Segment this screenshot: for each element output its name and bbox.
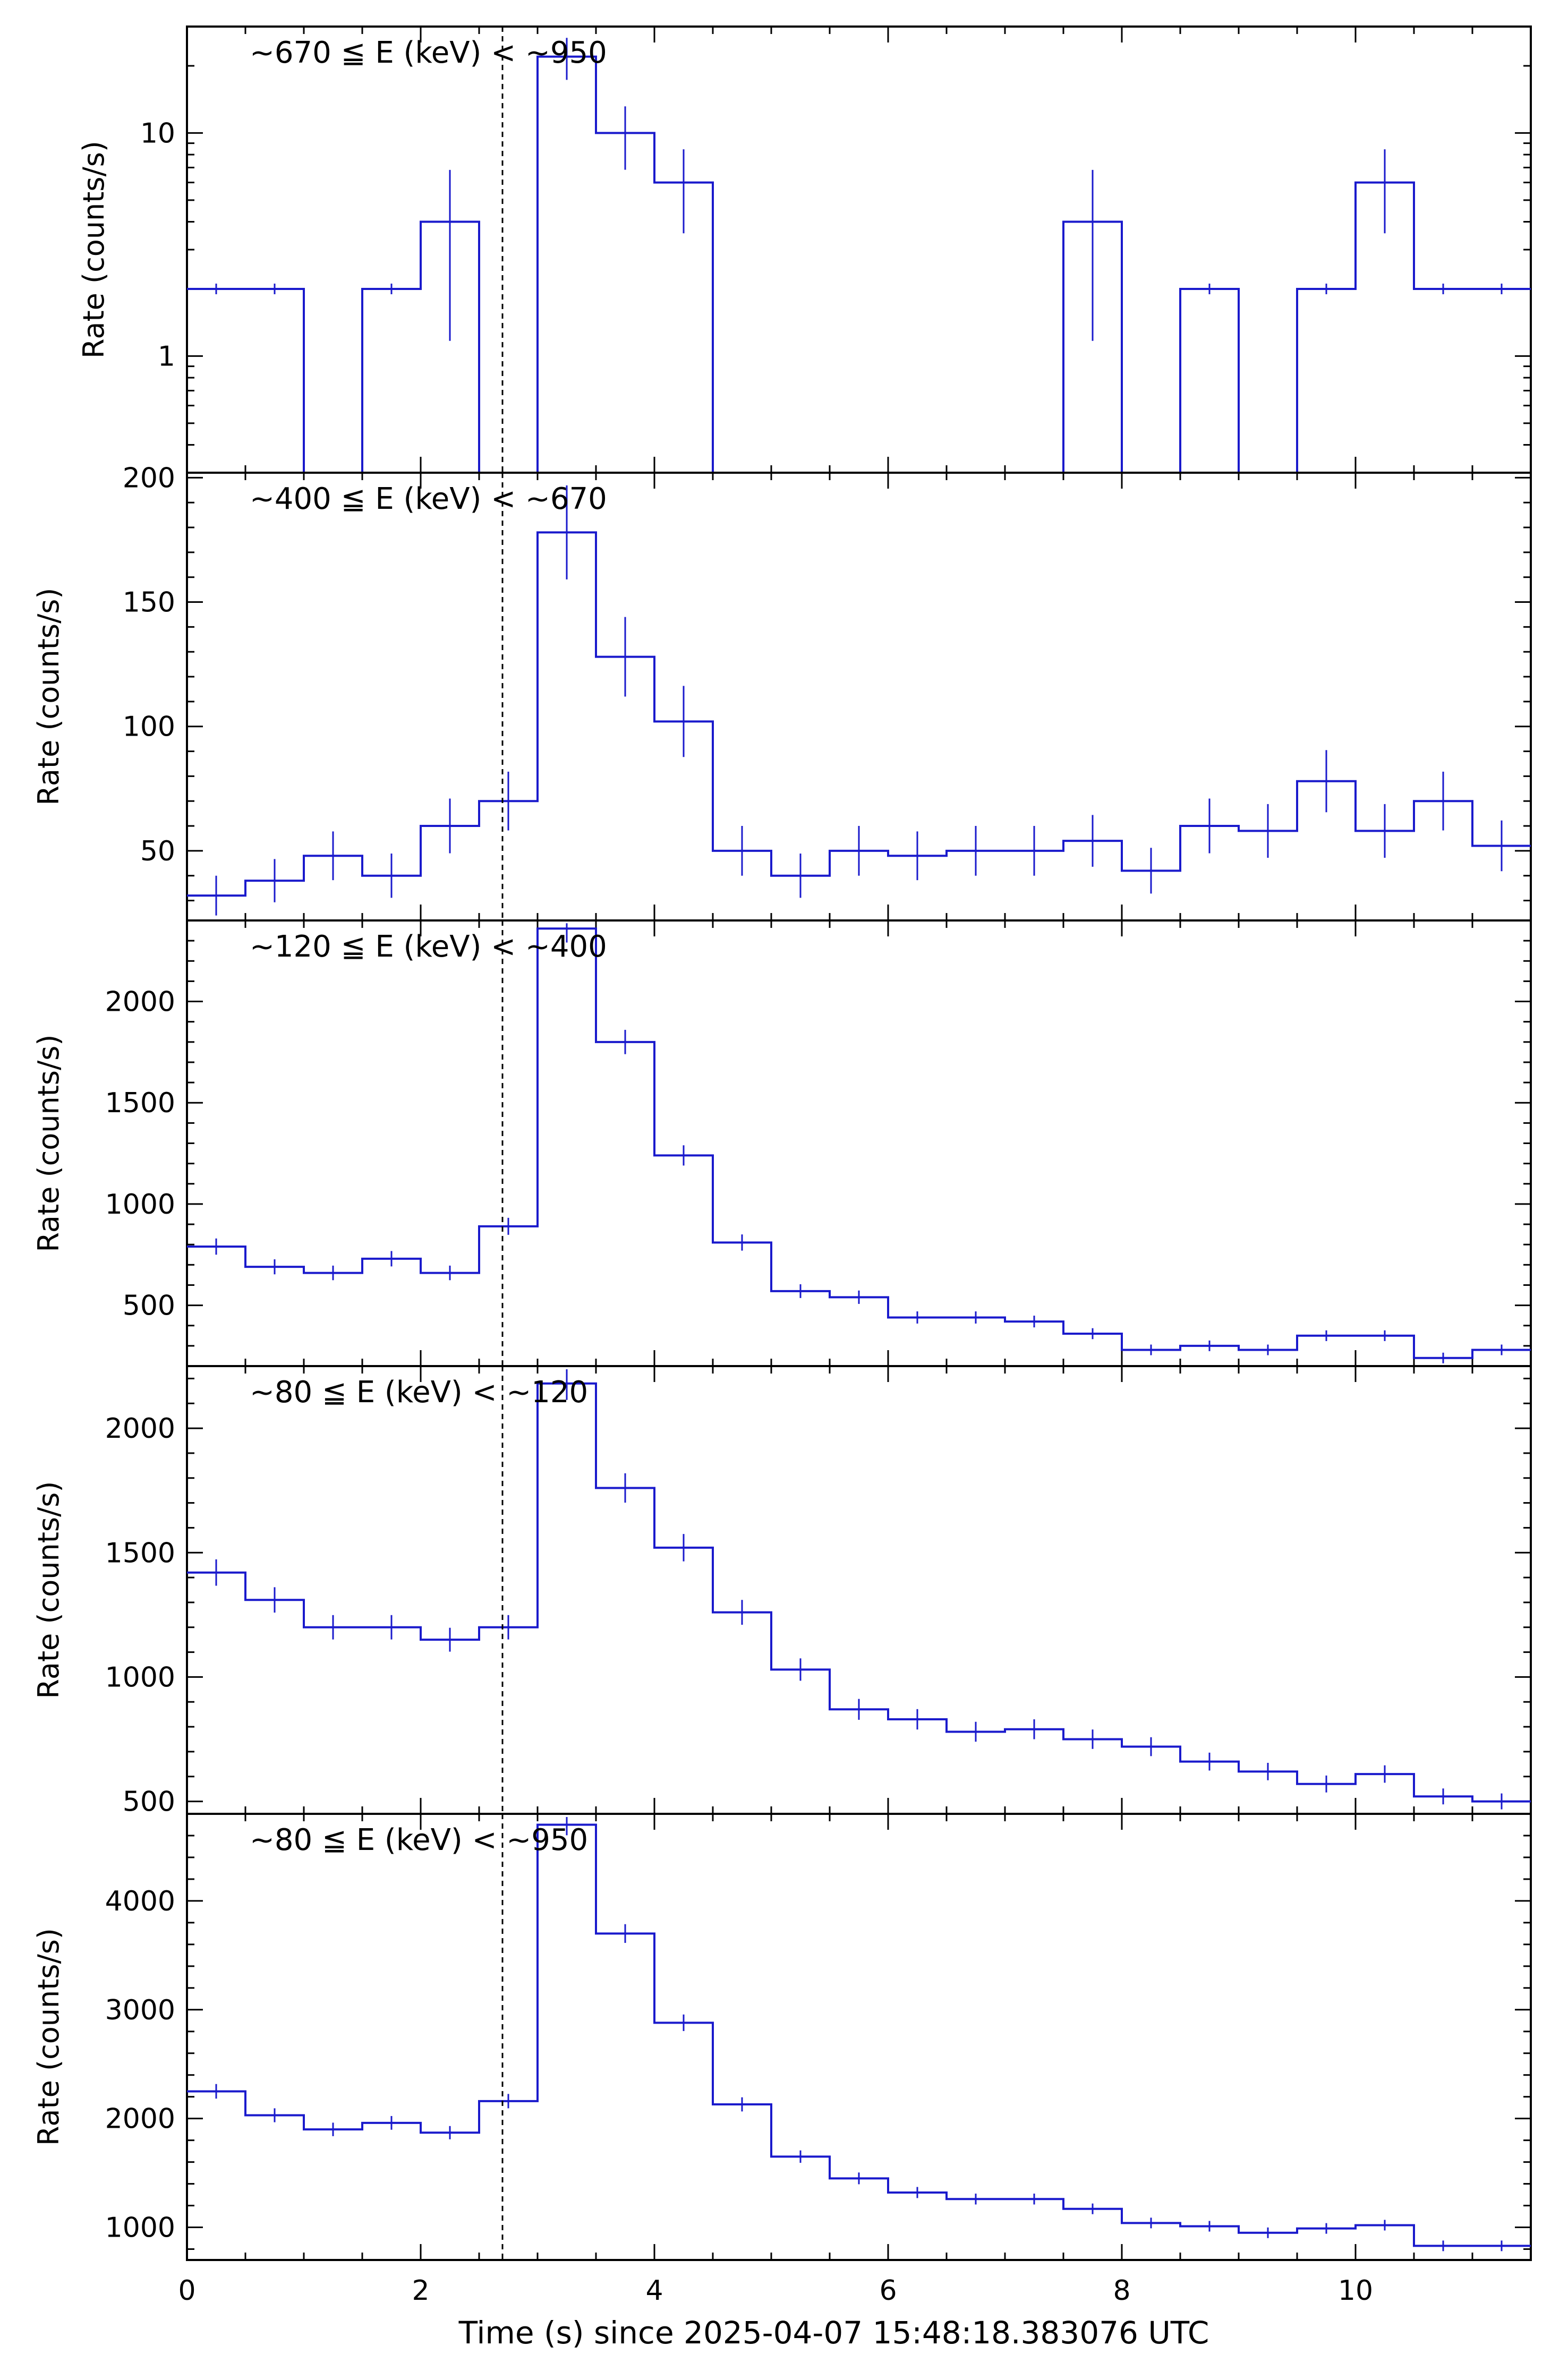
y-tick-label: 500 bbox=[123, 1786, 175, 1818]
x-tick-label: 10 bbox=[1338, 2275, 1373, 2307]
y-tick-label: 1000 bbox=[105, 2212, 175, 2244]
y-tick-label: 1000 bbox=[105, 1189, 175, 1221]
y-tick-label: 2000 bbox=[105, 1413, 175, 1445]
x-tick-label: 0 bbox=[178, 2275, 195, 2307]
y-axis-label: Rate (counts/s) bbox=[77, 141, 110, 359]
panel-frame bbox=[186, 25, 1532, 474]
light-curve-series bbox=[187, 55, 1531, 474]
y-axis-label: Rate (counts/s) bbox=[32, 588, 65, 806]
y-tick-label: 2000 bbox=[105, 986, 175, 1018]
panel-energy-label: ~400 ≦ E (keV) < ~670 bbox=[250, 482, 607, 516]
y-tick-label: 3000 bbox=[105, 1994, 175, 2026]
x-tick-label: 8 bbox=[1113, 2275, 1130, 2307]
panel-frame bbox=[186, 1365, 1532, 1815]
light-curve-series bbox=[187, 1382, 1531, 1803]
y-tick-label: 1 bbox=[158, 340, 175, 372]
y-tick-label: 1500 bbox=[105, 1537, 175, 1569]
panel-energy-label: ~670 ≦ E (keV) < ~950 bbox=[250, 36, 607, 70]
y-tick-label: 10 bbox=[140, 117, 175, 149]
y-axis-label: Rate (counts/s) bbox=[32, 1481, 65, 1699]
y-tick-label: 50 bbox=[140, 835, 175, 867]
panel-energy-label: ~80 ≦ E (keV) < ~950 bbox=[250, 1823, 588, 1857]
light-curve-series bbox=[187, 1823, 1531, 2247]
light-curve-series bbox=[187, 531, 1531, 897]
x-tick-label: 6 bbox=[879, 2275, 897, 2307]
panel-frame bbox=[186, 1813, 1532, 2261]
y-tick-label: 1000 bbox=[105, 1661, 175, 1693]
x-axis-title: Time (s) since 2025-04-07 15:48:18.38307… bbox=[458, 2315, 1209, 2351]
y-tick-label: 1500 bbox=[105, 1087, 175, 1119]
y-axis-label: Rate (counts/s) bbox=[32, 1035, 65, 1252]
panel-energy-label: ~120 ≦ E (keV) < ~400 bbox=[250, 929, 607, 964]
light-curve-series bbox=[187, 927, 1531, 1359]
y-tick-label: 500 bbox=[123, 1290, 175, 1322]
x-tick-label: 4 bbox=[645, 2275, 663, 2307]
y-tick-label: 4000 bbox=[105, 1886, 175, 1917]
y-tick-label: 100 bbox=[123, 711, 175, 743]
x-tick-label: 2 bbox=[412, 2275, 429, 2307]
y-tick-label: 200 bbox=[123, 462, 175, 494]
y-tick-label: 2000 bbox=[105, 2103, 175, 2135]
panel-energy-label: ~80 ≦ E (keV) < ~120 bbox=[250, 1375, 588, 1410]
y-tick-label: 150 bbox=[123, 587, 175, 619]
y-axis-label: Rate (counts/s) bbox=[32, 1928, 65, 2146]
